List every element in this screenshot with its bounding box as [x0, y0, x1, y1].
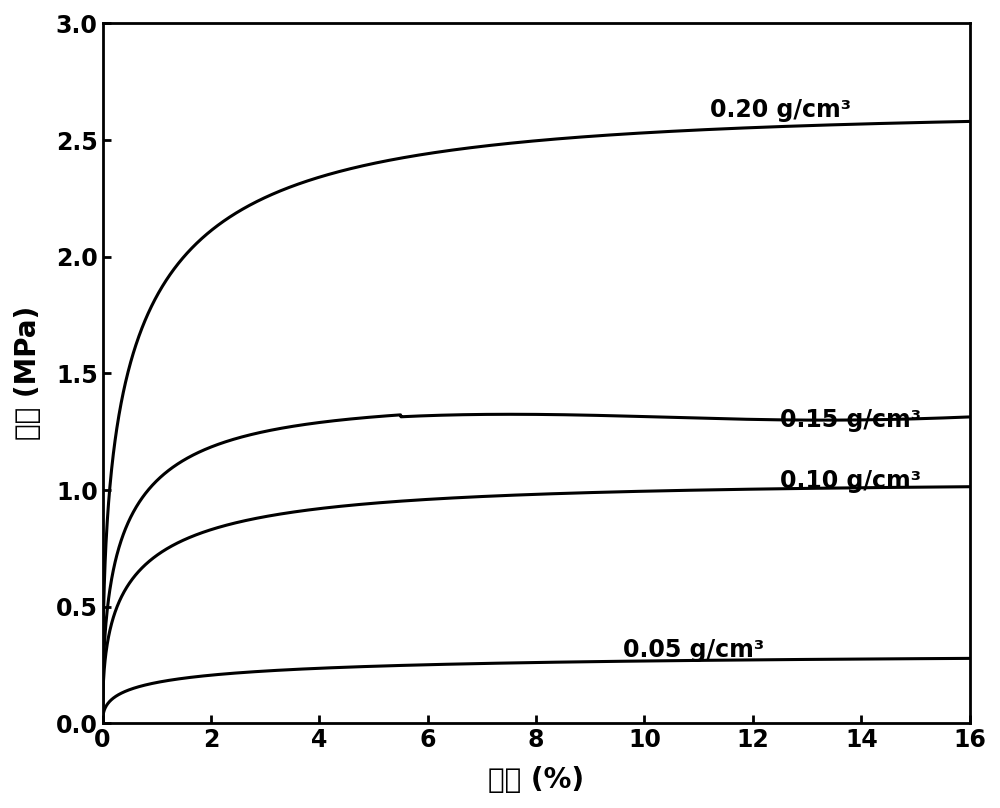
Text: 0.05 g/cm³: 0.05 g/cm³	[623, 638, 764, 662]
X-axis label: 应变 (%): 应变 (%)	[488, 766, 584, 794]
Text: 0.20 g/cm³: 0.20 g/cm³	[710, 98, 851, 122]
Text: 0.10 g/cm³: 0.10 g/cm³	[780, 469, 921, 493]
Y-axis label: 应力 (MPa): 应力 (MPa)	[14, 306, 42, 440]
Text: 0.15 g/cm³: 0.15 g/cm³	[780, 408, 921, 432]
